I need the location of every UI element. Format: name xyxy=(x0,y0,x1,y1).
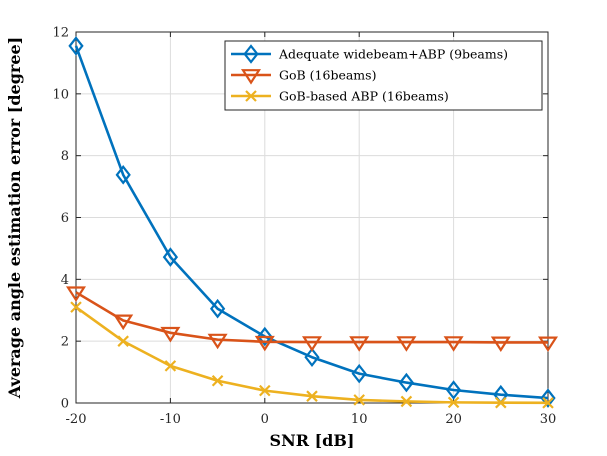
data-point xyxy=(162,247,179,267)
series-1 xyxy=(68,36,556,408)
y-tick-label: 8 xyxy=(61,149,69,164)
x-tick-label: 30 xyxy=(540,412,557,427)
legend-entry: GoB-based ABP (16beams) xyxy=(231,89,449,104)
legend-label: Adequate widebeam+ABP (9beams) xyxy=(278,47,508,62)
data-point xyxy=(207,333,228,350)
legend-marker xyxy=(240,69,262,85)
x-tick-label: -10 xyxy=(160,412,181,427)
data-point xyxy=(304,347,320,368)
y-tick-label: 12 xyxy=(52,26,69,41)
y-tick-label: 0 xyxy=(61,397,69,412)
data-point xyxy=(164,360,177,372)
legend-marker xyxy=(245,90,257,102)
y-axis-label: Average angle estimation error [degree] xyxy=(5,37,24,399)
x-axis-label: SNR [dB] xyxy=(270,431,355,450)
data-point xyxy=(349,336,370,352)
data-point xyxy=(396,336,417,352)
data-point xyxy=(400,395,413,408)
data-point xyxy=(113,314,134,331)
y-tick-label: 6 xyxy=(61,211,69,226)
legend: Adequate widebeam+ABP (9beams) GoB (16bea… xyxy=(224,40,543,111)
data-point xyxy=(537,336,559,353)
x-tick-label: 10 xyxy=(351,412,368,427)
legend-entry: Adequate widebeam+ABP (9beams) xyxy=(231,44,508,64)
series-line xyxy=(74,45,549,400)
data-point xyxy=(306,390,318,402)
data-point xyxy=(445,380,462,400)
legend-label: GoB (16beams) xyxy=(279,68,376,83)
series-3 xyxy=(70,301,554,409)
series-line xyxy=(75,291,548,344)
data-point xyxy=(542,397,554,409)
data-point xyxy=(211,374,224,387)
data-point xyxy=(65,286,87,302)
data-point xyxy=(443,336,464,352)
data-point xyxy=(117,335,129,347)
y-tick-label: 4 xyxy=(61,273,69,288)
y-tick-label: 2 xyxy=(61,335,69,350)
series-layer xyxy=(65,36,559,409)
legend-label: GoB-based ABP (16beams) xyxy=(279,89,449,104)
data-point xyxy=(160,326,181,343)
series-2 xyxy=(65,286,559,353)
data-point xyxy=(257,326,273,347)
data-point xyxy=(115,165,131,185)
x-tick-label: 0 xyxy=(261,412,269,427)
data-point xyxy=(490,336,511,353)
data-point xyxy=(351,363,367,384)
legend-box xyxy=(224,40,543,111)
y-tick-label: 10 xyxy=(52,87,69,102)
data-point xyxy=(254,335,275,352)
data-point xyxy=(70,301,82,313)
legend-marker xyxy=(243,44,259,64)
axis-ticks: -20 -10 0 10 20 30 0 2 4 6 8 10 12 xyxy=(52,26,556,428)
data-point xyxy=(495,396,507,409)
legend-entry: GoB (16beams) xyxy=(231,68,376,85)
data-point xyxy=(540,388,556,408)
data-point xyxy=(259,384,271,397)
x-tick-label: -20 xyxy=(66,412,87,427)
data-point xyxy=(209,298,226,319)
data-point xyxy=(447,396,460,409)
x-tick-label: 20 xyxy=(445,412,462,427)
data-point xyxy=(68,36,84,56)
data-point xyxy=(398,372,415,393)
data-point xyxy=(301,336,323,352)
data-point xyxy=(353,394,365,406)
series-line xyxy=(75,306,549,405)
